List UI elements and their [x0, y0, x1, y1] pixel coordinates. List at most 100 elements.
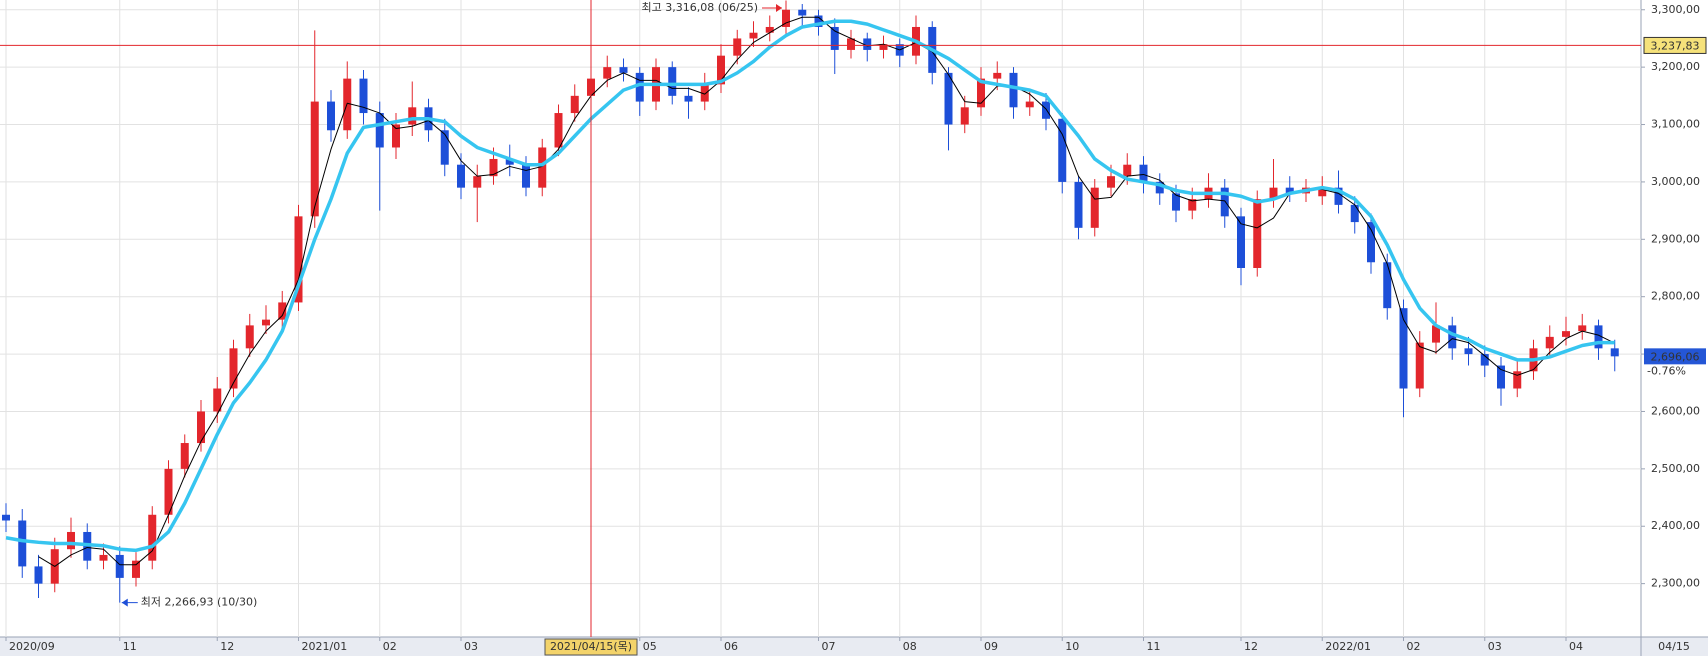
candle-body — [67, 531, 75, 550]
candle-body — [1432, 325, 1440, 343]
y-tick-label: 2,400,00 — [1651, 519, 1700, 532]
candle-body — [1383, 262, 1392, 309]
candle-body — [1415, 342, 1424, 389]
candle-body — [294, 216, 303, 303]
candle-body — [180, 443, 189, 469]
y-tick-label: 2,900,00 — [1651, 232, 1700, 245]
x-tick-label: 2020/09 — [9, 640, 55, 653]
candle-body — [1334, 187, 1343, 205]
candle-body — [132, 560, 140, 578]
candle-body — [1009, 72, 1018, 108]
candle-body — [879, 44, 888, 50]
x-axis-strip — [0, 637, 1708, 656]
y-tick-label: 2,800,00 — [1651, 290, 1700, 303]
candle-body — [717, 55, 725, 85]
candle-body — [538, 147, 547, 188]
crosshair-value-label: 3,237,83 — [1651, 39, 1700, 52]
x-tick-label: 06 — [724, 640, 738, 653]
candle-body — [554, 113, 563, 148]
candle-body — [1399, 308, 1408, 389]
candle-body — [278, 302, 287, 320]
candle-body — [1578, 325, 1587, 332]
candle-body — [1220, 187, 1229, 217]
candle-body — [1107, 176, 1115, 188]
candle-body — [408, 107, 417, 125]
candle-body — [782, 9, 790, 27]
candle-body — [684, 95, 693, 102]
y-tick-label: 2,600,00 — [1651, 404, 1700, 417]
x-end-label: 04/15 — [1658, 640, 1690, 653]
candle-body — [619, 67, 628, 73]
candle-body — [1318, 187, 1327, 197]
candle-body — [1497, 365, 1505, 389]
candle-body — [1480, 354, 1489, 366]
candle-body — [327, 101, 335, 131]
candle-body — [1090, 187, 1099, 228]
candle-body — [733, 38, 742, 56]
candle-body — [603, 67, 612, 79]
x-tick-label: 08 — [903, 640, 917, 653]
last-price-label: 2,696,06 — [1651, 350, 1700, 363]
x-tick-label: 05 — [643, 640, 657, 653]
candle-body — [148, 514, 157, 561]
candle-body — [164, 468, 173, 515]
annotation-text: 최고 3,316,08 (06/25) — [641, 1, 758, 14]
candle-body — [1139, 164, 1148, 182]
candle-body — [1253, 199, 1262, 268]
y-tick-label: 3,300,00 — [1651, 3, 1700, 16]
last-change-label: -0.76% — [1647, 364, 1686, 377]
y-tick-label: 3,100,00 — [1651, 118, 1700, 131]
candle-body — [1123, 164, 1132, 177]
candle-body — [1269, 187, 1278, 200]
x-tick-label: 07 — [822, 640, 836, 653]
crosshair-date-label: 2021/04/15(목) — [550, 640, 632, 653]
candle-body — [245, 325, 254, 349]
candle-body — [1155, 181, 1164, 194]
moving-average-line — [5, 19, 1615, 553]
candle-body — [1025, 101, 1034, 108]
y-tick-label: 3,200,00 — [1651, 60, 1700, 73]
candle-body — [1058, 118, 1067, 182]
crosshair-date-box — [544, 638, 638, 656]
candle-body — [457, 164, 465, 188]
candle-body — [749, 32, 758, 39]
last-price-box — [1644, 348, 1706, 365]
x-tick-label: 12 — [220, 640, 234, 653]
annotation-arrowhead — [121, 598, 128, 607]
candle-body — [635, 72, 644, 102]
candle-body — [375, 113, 384, 148]
candle-body — [392, 124, 400, 148]
candle-body — [1448, 325, 1457, 349]
x-tick-label: 02 — [383, 640, 397, 653]
annotation-arrowhead — [776, 4, 782, 12]
candle-body — [847, 38, 855, 50]
x-tick-label: 10 — [1065, 640, 1079, 653]
candle-body — [1285, 187, 1294, 194]
x-tick-label: 11 — [123, 640, 137, 653]
candle-body — [993, 72, 1002, 79]
candle-body — [700, 84, 709, 102]
candle-body — [359, 78, 368, 114]
candle-body — [489, 158, 498, 177]
candle-body — [1237, 216, 1245, 268]
candle-body — [310, 101, 319, 217]
candle-body — [229, 348, 238, 389]
candle-body — [570, 95, 579, 114]
candle-body — [213, 388, 222, 412]
candle-body — [1610, 348, 1619, 357]
candle-body — [863, 38, 872, 50]
x-tick-label: 09 — [984, 640, 998, 653]
candle-body — [2, 514, 10, 521]
candle-body — [115, 554, 124, 578]
x-tick-label: 03 — [1488, 640, 1502, 653]
annotation-text: 최저 2,266,93 (10/30) — [141, 596, 258, 609]
candle-body — [977, 78, 985, 108]
candle-body — [1464, 348, 1473, 355]
grid — [0, 0, 1641, 637]
candle-body — [1367, 222, 1375, 263]
candle-body — [830, 26, 839, 50]
x-tick-label: 12 — [1244, 640, 1258, 653]
x-tick-label: 11 — [1147, 640, 1161, 653]
x-tick-label: 2021/01 — [302, 640, 348, 653]
